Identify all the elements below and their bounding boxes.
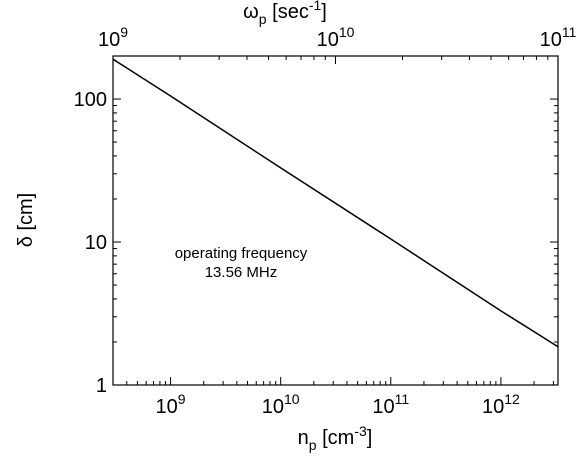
x-tick-label: 109: [156, 391, 186, 418]
annotation-line-2: 13.56 MHz: [205, 264, 278, 281]
tick-labels: 109 1010 1011 1012 109 1010 1011 1 10 100: [74, 24, 577, 418]
x-tick-label: 1012: [482, 391, 520, 418]
x-axis-label: np [cm-3]: [298, 423, 373, 453]
top-tick-label: 1010: [317, 24, 355, 51]
annotation-line-1: operating frequency: [175, 245, 308, 262]
top-axis-label: ωp [sec-1]: [243, 0, 327, 27]
plot-frame: [112, 55, 559, 386]
y-tick-label: 1: [96, 375, 107, 397]
x-tick-label: 1010: [262, 391, 300, 418]
y-tick-label: 10: [85, 232, 107, 254]
x-tick-label: 1011: [372, 391, 409, 418]
top-tick-label: 1011: [540, 24, 577, 51]
y-axis-label: δ [cm]: [15, 193, 37, 247]
ticks: [112, 55, 559, 386]
top-tick-label: 109: [98, 24, 128, 51]
series-line: [112, 58, 559, 348]
y-tick-label: 100: [74, 89, 107, 111]
